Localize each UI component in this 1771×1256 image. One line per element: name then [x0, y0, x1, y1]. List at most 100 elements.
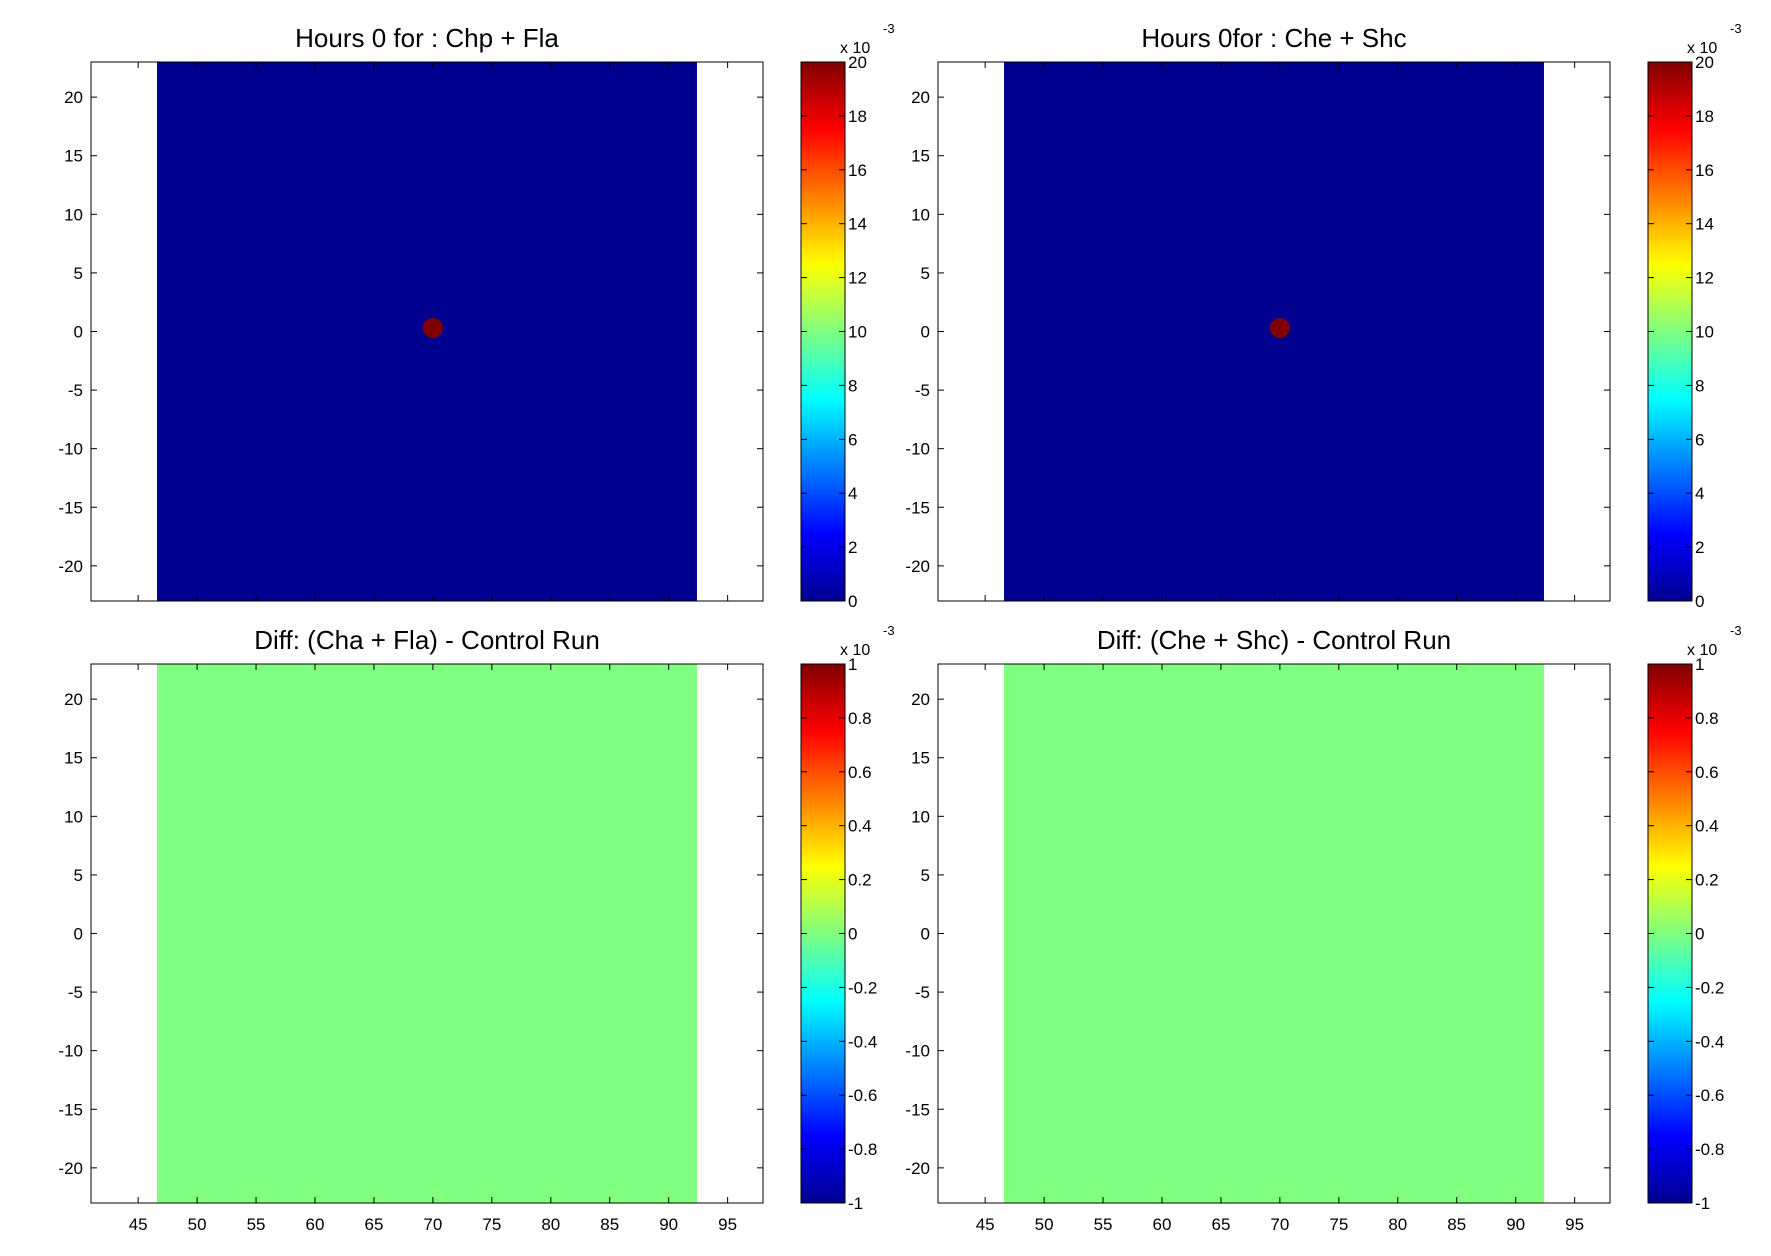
x-tick-label: 70 — [423, 1215, 442, 1234]
colorbar-tick-label: -1 — [1695, 1194, 1710, 1213]
heatmap-field — [157, 664, 697, 1203]
y-tick-label: 0 — [74, 323, 83, 342]
chart-title: Diff: (Cha + Fla) - Control Run — [254, 625, 600, 655]
colorbar-tick-label: 16 — [848, 161, 867, 180]
x-tick-label: 80 — [1388, 1215, 1407, 1234]
colorbar-tick-label: -0.2 — [848, 978, 877, 997]
x-tick-label: 45 — [129, 1215, 148, 1234]
colorbar-tick-label: 12 — [1695, 269, 1714, 288]
colorbar-tick-label: -0.6 — [848, 1086, 877, 1105]
y-tick-label: 0 — [921, 323, 930, 342]
x-tick-label: 60 — [306, 1215, 325, 1234]
colorbar-exponent: -3 — [1730, 21, 1742, 36]
x-tick-label: 50 — [188, 1215, 207, 1234]
y-tick-label: -10 — [905, 440, 930, 459]
y-tick-label: -5 — [915, 983, 930, 1002]
colorbar-tick-label: 0.4 — [848, 817, 872, 836]
y-tick-label: 10 — [911, 205, 930, 224]
y-tick-label: 15 — [64, 147, 83, 166]
colorbar-tick-label: 1 — [1695, 655, 1704, 674]
y-tick-label: 20 — [64, 690, 83, 709]
colorbar-tick-label: 0 — [1695, 925, 1704, 944]
colorbar-tick-label: 0 — [848, 592, 857, 611]
y-tick-label: 20 — [911, 690, 930, 709]
colorbar-tick-label: 16 — [1695, 161, 1714, 180]
colorbar — [1648, 62, 1692, 601]
hotspot-marker — [1269, 317, 1290, 338]
chart-title: Hours 0 for : Chp + Fla — [295, 23, 559, 53]
chart-title: Diff: (Che + Shc) - Control Run — [1097, 625, 1451, 655]
x-tick-label: 80 — [541, 1215, 560, 1234]
y-tick-label: 15 — [64, 749, 83, 768]
colorbar-tick-label: -0.4 — [1695, 1032, 1724, 1051]
colorbar — [801, 664, 845, 1203]
x-tick-label: 75 — [1329, 1215, 1348, 1234]
colorbar-tick-label: 1 — [848, 655, 857, 674]
y-tick-label: 10 — [64, 205, 83, 224]
colorbar-tick-label: 0.6 — [1695, 763, 1719, 782]
colorbar-tick-label: 0.4 — [1695, 817, 1719, 836]
x-tick-label: 55 — [247, 1215, 266, 1234]
y-tick-label: 20 — [911, 88, 930, 107]
y-tick-label: 15 — [911, 147, 930, 166]
x-tick-label: 85 — [1447, 1215, 1466, 1234]
y-tick-label: 10 — [64, 807, 83, 826]
y-tick-label: 5 — [74, 866, 83, 885]
colorbar-tick-label: 6 — [848, 430, 857, 449]
colorbar-tick-label: 6 — [1695, 430, 1704, 449]
y-tick-label: 10 — [911, 807, 930, 826]
y-tick-label: -15 — [58, 1100, 83, 1119]
chart-panel-bottom-left: 45 50 55 60 65 70 75 80 85 90 95-20-15-10-50510152… — [58, 623, 894, 1234]
colorbar-tick-label: 4 — [848, 484, 857, 503]
colorbar-tick-label: 8 — [848, 376, 857, 395]
y-tick-label: 0 — [921, 925, 930, 944]
x-tick-label: 90 — [659, 1215, 678, 1234]
x-tick-label: 45 — [976, 1215, 995, 1234]
colorbar-multiplier: x 10 — [840, 642, 870, 659]
chart-panel-bottom-right: 45 50 55 60 65 70 75 80 85 90 95-20-15-10-50510152… — [905, 623, 1741, 1234]
colorbar — [801, 62, 845, 601]
colorbar-tick-label: -0.2 — [1695, 978, 1724, 997]
y-tick-label: -5 — [68, 381, 83, 400]
colorbar-tick-label: 20 — [848, 53, 867, 72]
colorbar-tick-label: 18 — [1695, 107, 1714, 126]
x-tick-label: 95 — [718, 1215, 737, 1234]
x-tick-label: 70 — [1270, 1215, 1289, 1234]
y-tick-label: 15 — [911, 749, 930, 768]
colorbar-tick-label: 0 — [848, 925, 857, 944]
y-tick-label: 5 — [921, 866, 930, 885]
colorbar-multiplier: x 10 — [1687, 40, 1717, 57]
y-tick-label: 0 — [74, 925, 83, 944]
colorbar-tick-label: 2 — [1695, 538, 1704, 557]
y-tick-label: -20 — [905, 557, 930, 576]
colorbar-tick-label: 0.2 — [848, 871, 872, 890]
colorbar-tick-label: 10 — [1695, 323, 1714, 342]
y-tick-label: -15 — [905, 498, 930, 517]
y-tick-label: 5 — [74, 264, 83, 283]
colorbar-exponent: -3 — [1730, 623, 1742, 638]
y-tick-label: -5 — [68, 983, 83, 1002]
colorbar-tick-label: 8 — [1695, 376, 1704, 395]
y-tick-label: -10 — [58, 440, 83, 459]
hotspot-marker — [422, 317, 443, 338]
colorbar-tick-label: -0.8 — [848, 1140, 877, 1159]
x-tick-label: 55 — [1094, 1215, 1113, 1234]
colorbar-exponent: -3 — [883, 623, 895, 638]
x-tick-label: 75 — [482, 1215, 501, 1234]
colorbar-tick-label: 14 — [1695, 215, 1714, 234]
colorbar-tick-label: 0.8 — [1695, 709, 1719, 728]
colorbar-tick-label: 12 — [848, 269, 867, 288]
colorbar-tick-label: 4 — [1695, 484, 1704, 503]
colorbar-tick-label: 0 — [1695, 592, 1704, 611]
x-tick-label: 50 — [1035, 1215, 1054, 1234]
x-tick-label: 85 — [600, 1215, 619, 1234]
y-tick-label: 5 — [921, 264, 930, 283]
y-tick-label: -5 — [915, 381, 930, 400]
y-tick-label: -15 — [58, 498, 83, 517]
x-tick-label: 90 — [1506, 1215, 1525, 1234]
colorbar-multiplier: x 10 — [840, 40, 870, 57]
colorbar-tick-label: -0.4 — [848, 1032, 877, 1051]
